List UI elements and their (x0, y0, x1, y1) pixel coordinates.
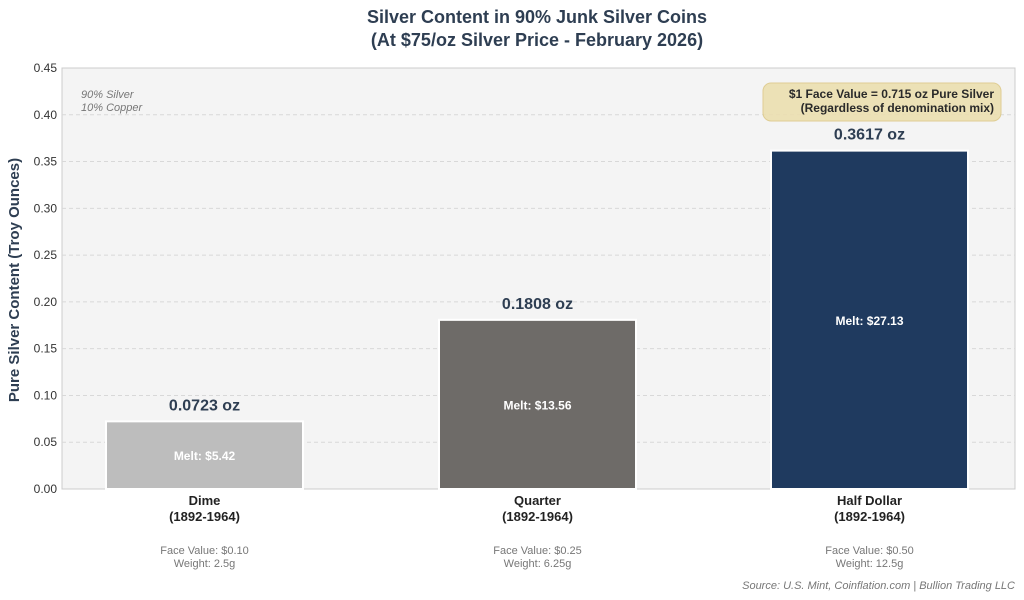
bar-quarter (438, 318, 637, 490)
composition-note-line2: 10% Copper (81, 102, 143, 114)
x-tick-label: Dime (189, 493, 221, 508)
y-tick-label: 0.05 (34, 435, 58, 449)
face-value-annotation-line2: (Regardless of denomination mix) (801, 101, 994, 115)
y-tick-label: 0.20 (34, 295, 58, 309)
y-tick-label: 0.15 (34, 342, 58, 356)
bar-dime (105, 420, 304, 491)
x-tick-label: Quarter (514, 493, 561, 508)
melt-label: Melt: $27.13 (835, 314, 903, 328)
y-tick-label: 0.30 (34, 201, 58, 215)
weight-label: Weight: 6.25g (504, 558, 572, 570)
y-tick-label: 0.25 (34, 248, 58, 262)
value-label: 0.3617 oz (834, 127, 905, 144)
y-tick-label: 0.40 (34, 108, 58, 122)
weight-label: Weight: 2.5g (174, 558, 236, 570)
x-tick-years: (1892-1964) (502, 509, 573, 524)
melt-label: Melt: $5.42 (174, 449, 236, 463)
value-label: 0.0723 oz (169, 397, 240, 414)
y-tick-label: 0.35 (34, 155, 58, 169)
face-value-label: Face Value: $0.25 (493, 545, 581, 557)
x-tick-years: (1892-1964) (834, 509, 905, 524)
melt-label: Melt: $13.56 (503, 398, 571, 412)
value-label: 0.1808 oz (502, 296, 573, 313)
y-tick-label: 0.10 (34, 388, 58, 402)
bar-half-dollar (770, 149, 969, 490)
chart-subtitle: (At $75/oz Silver Price - February 2026) (371, 30, 703, 50)
y-tick-label: 0.00 (34, 482, 58, 496)
face-value-annotation-line1: $1 Face Value = 0.715 oz Pure Silver (789, 87, 994, 101)
x-tick-label: Half Dollar (837, 493, 902, 508)
face-value-label: Face Value: $0.10 (160, 545, 248, 557)
composition-note-line1: 90% Silver (81, 89, 135, 101)
y-tick-label: 0.45 (34, 61, 58, 75)
weight-label: Weight: 12.5g (836, 558, 904, 570)
source-note: Source: U.S. Mint, Coinflation.com | Bul… (742, 580, 1015, 592)
face-value-annotation-box (762, 82, 1002, 122)
y-axis-label: Pure Silver Content (Troy Ounces) (6, 158, 23, 402)
x-tick-years: (1892-1964) (169, 509, 240, 524)
face-value-label: Face Value: $0.50 (825, 545, 913, 557)
chart-title: Silver Content in 90% Junk Silver Coins (367, 7, 707, 27)
